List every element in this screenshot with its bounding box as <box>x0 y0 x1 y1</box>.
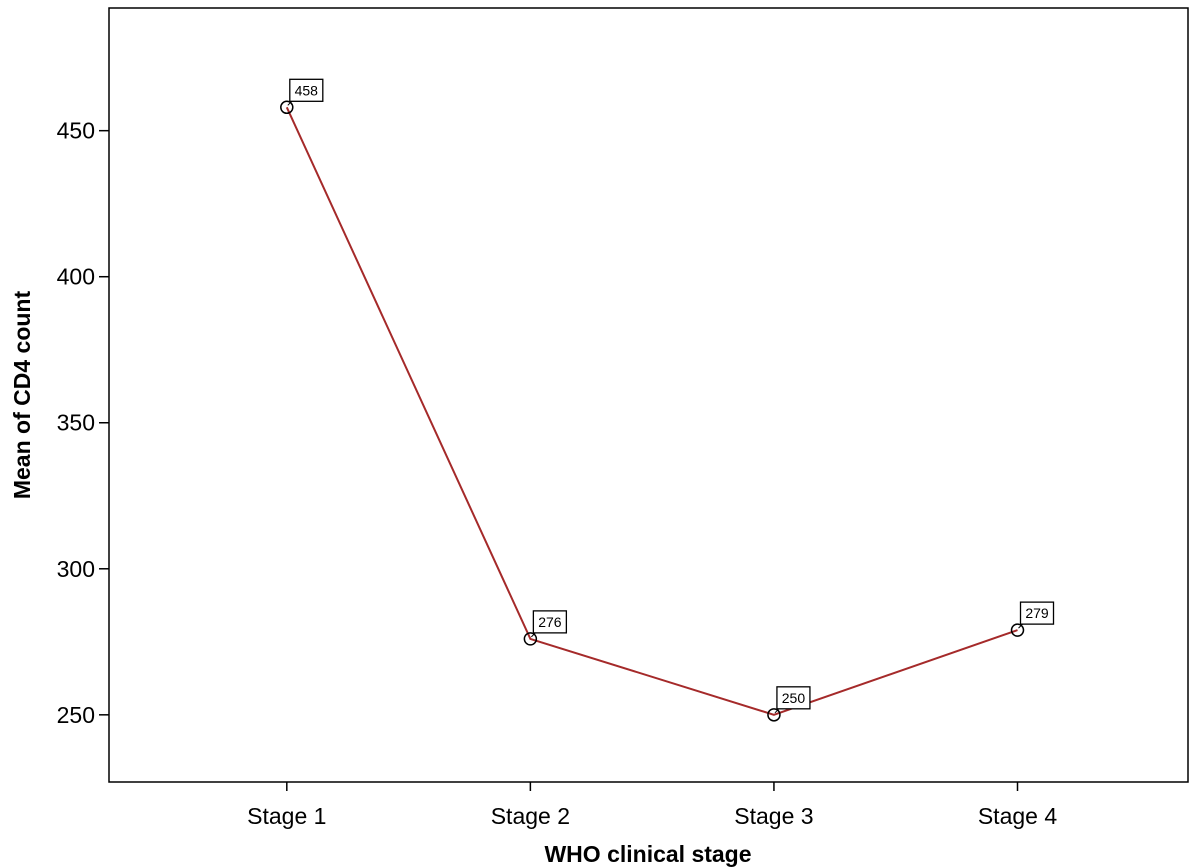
data-label-box <box>532 610 568 634</box>
data-label: 279 <box>1018 601 1055 629</box>
y-tick-label: 400 <box>57 264 95 290</box>
data-label: 276 <box>531 610 568 638</box>
x-tick-label: Stage 1 <box>247 803 326 829</box>
data-label-box <box>1019 601 1055 625</box>
data-markers <box>280 100 1025 722</box>
data-labels: 458 276 250 279 <box>287 78 1055 714</box>
data-label-text: 458 <box>295 82 319 98</box>
series-line <box>285 106 1018 716</box>
data-label-box <box>776 686 811 710</box>
data-label-text: 279 <box>1025 605 1049 621</box>
x-tick-label: Stage 2 <box>491 803 570 829</box>
x-tick-label: Stage 3 <box>734 803 813 829</box>
data-label: 458 <box>287 78 324 106</box>
y-tick-label: 250 <box>57 702 95 728</box>
data-label-text: 250 <box>782 690 806 706</box>
data-label-text: 276 <box>538 614 562 630</box>
x-axis-title: WHO clinical stage <box>544 841 751 867</box>
y-tick-label: 450 <box>57 118 95 144</box>
y-axis-title: Mean of CD4 count <box>9 291 35 500</box>
data-label-box <box>289 78 324 102</box>
y-axis: 250 300 350 400 450 <box>57 118 109 728</box>
y-tick-label: 300 <box>57 556 95 582</box>
y-tick-label: 350 <box>57 410 95 436</box>
data-point <box>767 708 781 722</box>
plot-frame <box>108 7 1189 783</box>
x-axis: Stage 1 Stage 2 Stage 3 Stage 4 <box>247 782 1057 829</box>
data-point <box>280 100 294 115</box>
data-label: 250 <box>774 686 811 714</box>
data-point <box>1010 623 1025 637</box>
x-tick-label: Stage 4 <box>978 803 1057 829</box>
data-point <box>523 632 538 646</box>
